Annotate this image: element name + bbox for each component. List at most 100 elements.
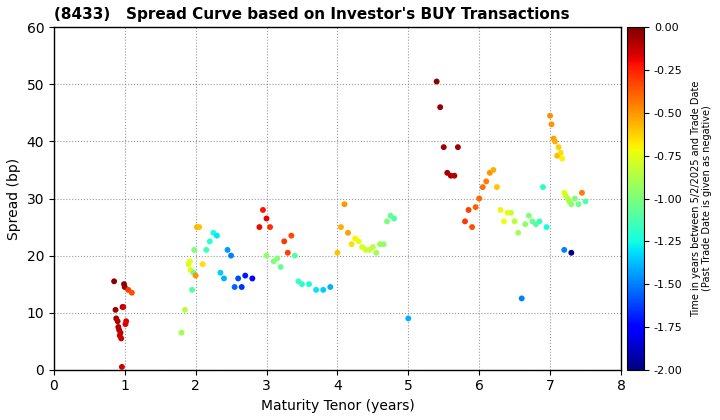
Point xyxy=(184,258,196,265)
Point xyxy=(445,172,456,179)
Point xyxy=(474,195,485,202)
Point xyxy=(336,224,347,231)
Point xyxy=(332,249,343,256)
Point xyxy=(264,224,276,231)
Point xyxy=(530,221,541,228)
Point xyxy=(113,326,125,333)
Point xyxy=(576,189,588,196)
Point xyxy=(207,229,219,236)
Point xyxy=(204,238,215,245)
Point xyxy=(557,155,568,162)
Point xyxy=(552,152,563,159)
Point xyxy=(112,323,124,330)
Point xyxy=(115,335,127,342)
Point xyxy=(459,218,471,225)
Point xyxy=(502,210,513,216)
Point xyxy=(559,247,570,253)
Point xyxy=(114,332,125,339)
Point xyxy=(117,304,128,310)
Point xyxy=(449,172,460,179)
Point xyxy=(480,178,492,185)
Point xyxy=(560,192,572,199)
Point xyxy=(179,307,191,313)
Point xyxy=(452,144,464,150)
Point xyxy=(484,170,495,176)
Point xyxy=(109,307,121,313)
Point xyxy=(477,184,488,191)
Point xyxy=(467,224,478,231)
Point xyxy=(356,244,368,250)
Point xyxy=(183,261,194,268)
Point xyxy=(190,272,202,279)
Point xyxy=(240,272,251,279)
Point xyxy=(526,218,538,225)
Point xyxy=(289,252,301,259)
Point xyxy=(434,104,446,110)
Point xyxy=(279,238,290,245)
Point xyxy=(118,281,130,288)
Point xyxy=(310,286,322,293)
Y-axis label: Spread (bp): Spread (bp) xyxy=(7,158,21,239)
Point xyxy=(569,195,580,202)
Point xyxy=(296,281,307,288)
Point xyxy=(197,261,209,268)
Point xyxy=(126,289,138,296)
Point xyxy=(211,232,222,239)
Point xyxy=(189,247,200,253)
Point xyxy=(549,138,561,145)
Point xyxy=(176,329,187,336)
Point xyxy=(384,212,396,219)
Point xyxy=(388,215,400,222)
Point xyxy=(580,198,591,205)
Point xyxy=(566,201,577,207)
Point xyxy=(553,144,564,150)
Point xyxy=(470,204,482,210)
Point xyxy=(112,318,123,325)
Point xyxy=(292,278,304,285)
Point xyxy=(353,238,364,245)
Point xyxy=(509,218,521,225)
Point xyxy=(116,364,127,370)
Point xyxy=(566,249,577,256)
Point xyxy=(282,249,294,256)
Point xyxy=(246,275,258,282)
Point xyxy=(562,195,574,202)
Point xyxy=(215,269,226,276)
Point xyxy=(275,264,287,270)
Point xyxy=(548,135,559,142)
Point xyxy=(185,267,197,273)
Point xyxy=(516,295,528,302)
Point xyxy=(378,241,390,247)
Point xyxy=(253,224,265,231)
Point xyxy=(498,218,510,225)
Point xyxy=(555,150,567,156)
Point xyxy=(303,281,315,288)
Point xyxy=(286,232,297,239)
Point xyxy=(572,201,584,207)
Point xyxy=(431,78,442,85)
Point xyxy=(463,207,474,213)
Point xyxy=(360,247,372,253)
Point xyxy=(495,207,506,213)
Point xyxy=(564,198,575,205)
Point xyxy=(261,252,272,259)
Point xyxy=(186,286,198,293)
Point xyxy=(559,189,570,196)
Point xyxy=(268,258,279,265)
Text: (8433)   Spread Curve based on Investor's BUY Transactions: (8433) Spread Curve based on Investor's … xyxy=(54,7,570,22)
Point xyxy=(546,121,557,128)
Point xyxy=(233,275,244,282)
Point xyxy=(441,170,453,176)
Point xyxy=(194,224,205,231)
Point xyxy=(534,218,545,225)
Point xyxy=(119,284,130,290)
Point xyxy=(541,224,552,231)
Point xyxy=(364,247,375,253)
Point xyxy=(318,286,329,293)
Point xyxy=(110,315,122,322)
Point xyxy=(114,329,126,336)
Point xyxy=(120,318,132,325)
Point xyxy=(505,210,517,216)
Point xyxy=(374,241,386,247)
Point xyxy=(371,249,382,256)
